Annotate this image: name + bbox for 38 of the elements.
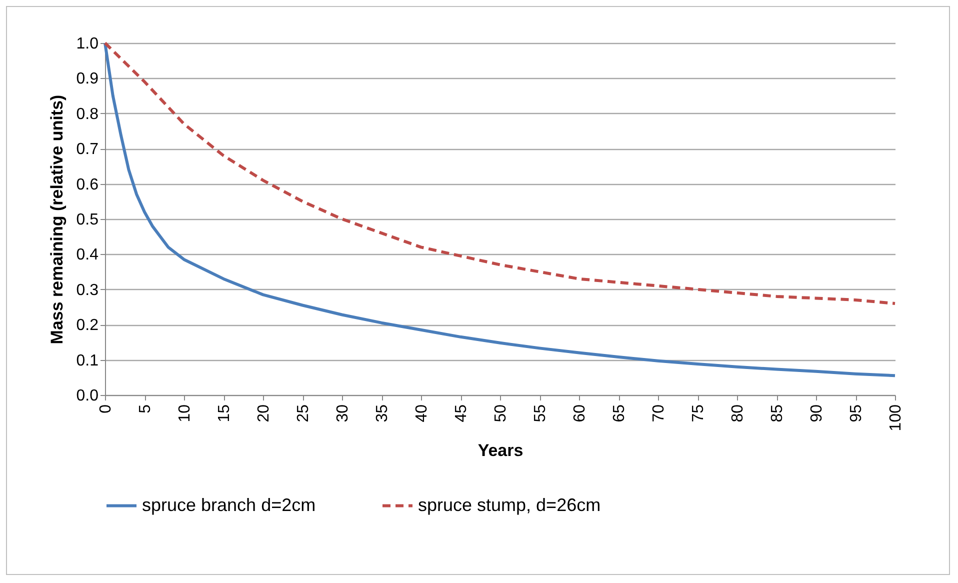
x-tick-label: 65: [611, 404, 628, 422]
y-tick-label: 0.4: [76, 246, 99, 264]
legend-label: spruce branch d=2cm: [142, 494, 316, 515]
y-tick-label: 0.9: [76, 70, 99, 88]
x-tick-label: 40: [414, 404, 430, 422]
legend-label: spruce stump, d=26cm: [418, 494, 601, 515]
x-tick-label: 30: [334, 404, 352, 422]
x-tick-label: 15: [216, 404, 233, 422]
y-axis-title: Mass remaining (relative units): [47, 94, 66, 344]
x-tick-label: 50: [492, 404, 510, 422]
x-tick-label: 80: [730, 404, 746, 422]
x-tick-label: 90: [808, 404, 826, 422]
y-tick-label: 0.1: [76, 352, 99, 370]
y-tick-label: 0.2: [76, 317, 99, 334]
x-tick-label: 35: [374, 404, 391, 422]
x-tick-label: 85: [769, 404, 786, 422]
x-tick-label: 5: [137, 404, 154, 414]
x-tick-label: 70: [650, 404, 668, 422]
y-tick-label: 0.0: [76, 388, 99, 404]
y-tick-label: 0.6: [76, 176, 99, 194]
x-tick-label: 100: [888, 404, 904, 432]
x-tick-label: 55: [532, 404, 549, 422]
x-tick-label: 20: [256, 404, 272, 422]
y-tick-label: 0.5: [76, 212, 99, 228]
x-tick-label: 75: [690, 404, 707, 422]
y-tick-label: 0.7: [76, 141, 99, 158]
x-tick-label: 25: [295, 404, 312, 422]
x-tick-label: 60: [572, 404, 588, 422]
x-axis-title: Years: [478, 441, 524, 460]
y-tick-label: 0.3: [76, 282, 99, 299]
line-series: [104, 42, 896, 305]
x-tick-label: 95: [848, 404, 865, 422]
x-tick-label: 0: [98, 404, 114, 414]
line-series: [104, 42, 896, 378]
y-tick-label: 1.0: [76, 36, 99, 52]
x-tick-label: 10: [176, 404, 194, 422]
x-tick-label: 45: [453, 404, 470, 422]
y-tick-label: 0.8: [76, 106, 99, 123]
